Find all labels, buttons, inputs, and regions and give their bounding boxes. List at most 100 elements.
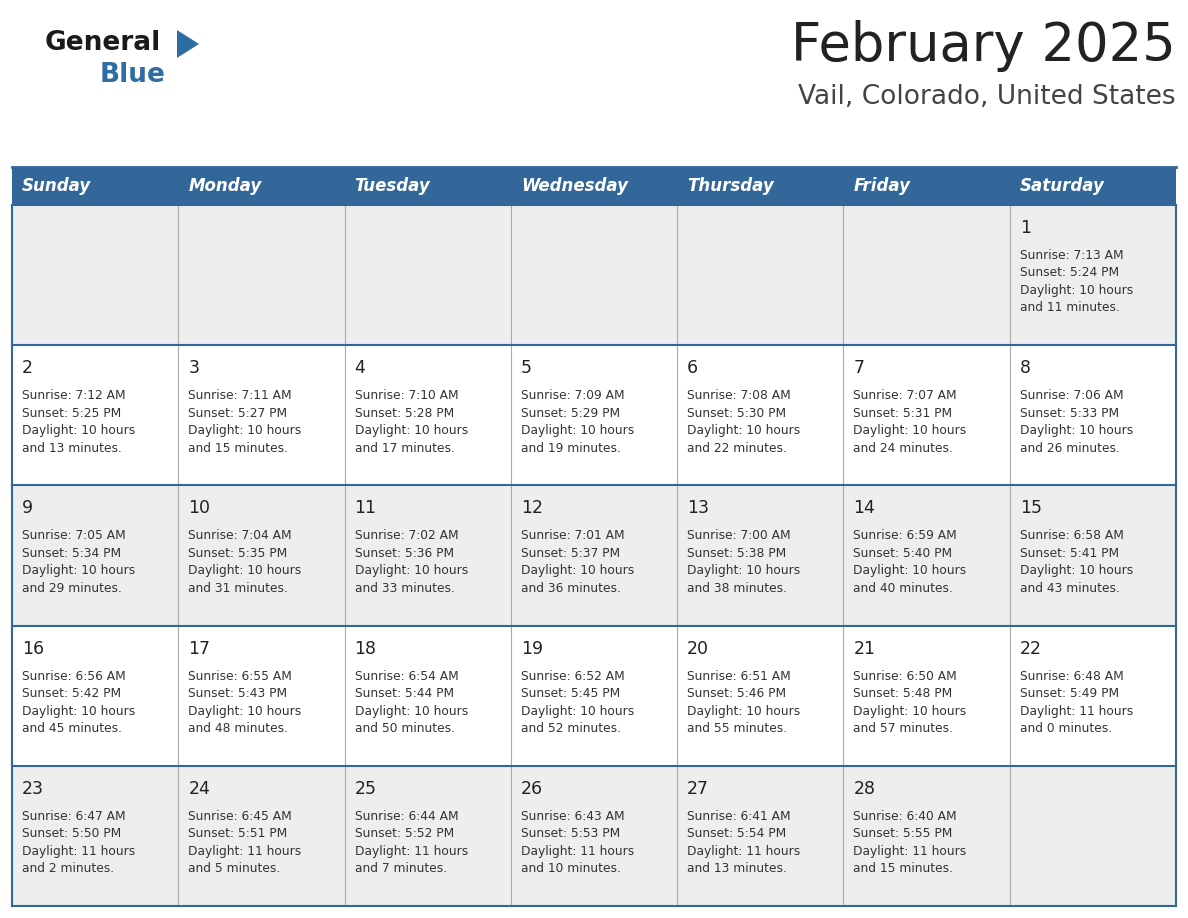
Text: 26: 26 [520,779,543,798]
Text: Daylight: 10 hours: Daylight: 10 hours [853,565,967,577]
Text: Daylight: 10 hours: Daylight: 10 hours [23,705,135,718]
Text: 28: 28 [853,779,876,798]
Text: Daylight: 11 hours: Daylight: 11 hours [520,845,634,857]
Text: Thursday: Thursday [687,177,773,195]
Text: Sunset: 5:30 PM: Sunset: 5:30 PM [687,407,786,420]
Text: and 15 minutes.: and 15 minutes. [853,862,954,875]
Text: and 10 minutes.: and 10 minutes. [520,862,621,875]
Text: 3: 3 [188,359,200,377]
Text: Daylight: 10 hours: Daylight: 10 hours [520,565,634,577]
Text: 16: 16 [23,640,44,657]
Text: Daylight: 10 hours: Daylight: 10 hours [687,705,801,718]
Text: Daylight: 10 hours: Daylight: 10 hours [687,565,801,577]
Bar [12,766,1176,906]
Text: Sunrise: 7:06 AM: Sunrise: 7:06 AM [1019,389,1124,402]
Text: 9: 9 [23,499,33,518]
Text: and 26 minutes.: and 26 minutes. [1019,442,1119,454]
Text: Sunset: 5:27 PM: Sunset: 5:27 PM [188,407,287,420]
Text: Sunrise: 6:51 AM: Sunrise: 6:51 AM [687,669,791,683]
Text: Sunset: 5:50 PM: Sunset: 5:50 PM [23,827,121,840]
Text: and 2 minutes.: and 2 minutes. [23,862,114,875]
Text: and 48 minutes.: and 48 minutes. [188,722,289,735]
Text: Sunset: 5:41 PM: Sunset: 5:41 PM [1019,547,1119,560]
Text: Sunset: 5:49 PM: Sunset: 5:49 PM [1019,687,1119,700]
Text: and 15 minutes.: and 15 minutes. [188,442,289,454]
Text: Daylight: 10 hours: Daylight: 10 hours [687,424,801,437]
Text: Sunrise: 7:11 AM: Sunrise: 7:11 AM [188,389,292,402]
Text: Sunset: 5:55 PM: Sunset: 5:55 PM [853,827,953,840]
Text: and 5 minutes.: and 5 minutes. [188,862,280,875]
Text: Friday: Friday [853,177,910,195]
Text: Daylight: 11 hours: Daylight: 11 hours [853,845,967,857]
Text: and 24 minutes.: and 24 minutes. [853,442,953,454]
Text: Sunrise: 7:08 AM: Sunrise: 7:08 AM [687,389,791,402]
Text: 17: 17 [188,640,210,657]
Text: Sunrise: 7:10 AM: Sunrise: 7:10 AM [354,389,459,402]
Text: Daylight: 10 hours: Daylight: 10 hours [520,424,634,437]
Text: General: General [45,30,162,56]
Text: and 17 minutes.: and 17 minutes. [354,442,455,454]
Text: 2: 2 [23,359,33,377]
Text: 20: 20 [687,640,709,657]
Text: Daylight: 10 hours: Daylight: 10 hours [188,705,302,718]
Text: and 13 minutes.: and 13 minutes. [687,862,786,875]
Bar [1010,167,1176,205]
Text: and 36 minutes.: and 36 minutes. [520,582,621,595]
Text: and 50 minutes.: and 50 minutes. [354,722,455,735]
Text: Daylight: 10 hours: Daylight: 10 hours [188,424,302,437]
Text: Daylight: 10 hours: Daylight: 10 hours [354,424,468,437]
Text: Daylight: 11 hours: Daylight: 11 hours [354,845,468,857]
Bar [12,345,1176,486]
Bar [843,167,1010,205]
Text: Sunset: 5:48 PM: Sunset: 5:48 PM [853,687,953,700]
Text: Daylight: 10 hours: Daylight: 10 hours [1019,565,1133,577]
Text: and 13 minutes.: and 13 minutes. [23,442,122,454]
Text: Sunset: 5:31 PM: Sunset: 5:31 PM [853,407,953,420]
Text: Daylight: 11 hours: Daylight: 11 hours [1019,705,1133,718]
Text: Sunset: 5:33 PM: Sunset: 5:33 PM [1019,407,1119,420]
Text: Sunrise: 6:47 AM: Sunrise: 6:47 AM [23,810,126,823]
Text: Sunset: 5:51 PM: Sunset: 5:51 PM [188,827,287,840]
Text: Sunrise: 7:05 AM: Sunrise: 7:05 AM [23,530,126,543]
Text: Sunset: 5:53 PM: Sunset: 5:53 PM [520,827,620,840]
Text: Sunset: 5:25 PM: Sunset: 5:25 PM [23,407,121,420]
Text: Sunrise: 6:41 AM: Sunrise: 6:41 AM [687,810,791,823]
Text: and 31 minutes.: and 31 minutes. [188,582,289,595]
Text: Sunset: 5:29 PM: Sunset: 5:29 PM [520,407,620,420]
Text: Blue: Blue [100,62,166,88]
Text: Sunday: Sunday [23,177,91,195]
Text: Sunrise: 6:58 AM: Sunrise: 6:58 AM [1019,530,1124,543]
Text: Saturday: Saturday [1019,177,1105,195]
Text: and 11 minutes.: and 11 minutes. [1019,301,1119,315]
Text: Vail, Colorado, United States: Vail, Colorado, United States [798,84,1176,110]
Text: Sunrise: 7:01 AM: Sunrise: 7:01 AM [520,530,625,543]
Text: and 0 minutes.: and 0 minutes. [1019,722,1112,735]
Text: 4: 4 [354,359,366,377]
Text: Daylight: 11 hours: Daylight: 11 hours [188,845,302,857]
Text: Sunset: 5:42 PM: Sunset: 5:42 PM [23,687,121,700]
Text: Daylight: 10 hours: Daylight: 10 hours [853,424,967,437]
Text: Daylight: 10 hours: Daylight: 10 hours [23,565,135,577]
Text: Daylight: 10 hours: Daylight: 10 hours [354,565,468,577]
Text: Daylight: 10 hours: Daylight: 10 hours [1019,424,1133,437]
Text: Daylight: 10 hours: Daylight: 10 hours [853,705,967,718]
Text: Sunrise: 6:43 AM: Sunrise: 6:43 AM [520,810,625,823]
Text: 14: 14 [853,499,876,518]
Bar [677,167,843,205]
Bar [12,625,1176,766]
Text: Sunset: 5:34 PM: Sunset: 5:34 PM [23,547,121,560]
Text: 1: 1 [1019,219,1031,237]
Text: Sunrise: 7:00 AM: Sunrise: 7:00 AM [687,530,791,543]
Text: Daylight: 10 hours: Daylight: 10 hours [520,705,634,718]
Text: Sunrise: 6:40 AM: Sunrise: 6:40 AM [853,810,958,823]
Text: Sunrise: 6:55 AM: Sunrise: 6:55 AM [188,669,292,683]
Text: 19: 19 [520,640,543,657]
Text: and 33 minutes.: and 33 minutes. [354,582,455,595]
Bar [12,167,178,205]
Text: 27: 27 [687,779,709,798]
Text: 10: 10 [188,499,210,518]
Text: and 43 minutes.: and 43 minutes. [1019,582,1119,595]
Text: and 45 minutes.: and 45 minutes. [23,722,122,735]
Bar [178,167,345,205]
Text: 15: 15 [1019,499,1042,518]
